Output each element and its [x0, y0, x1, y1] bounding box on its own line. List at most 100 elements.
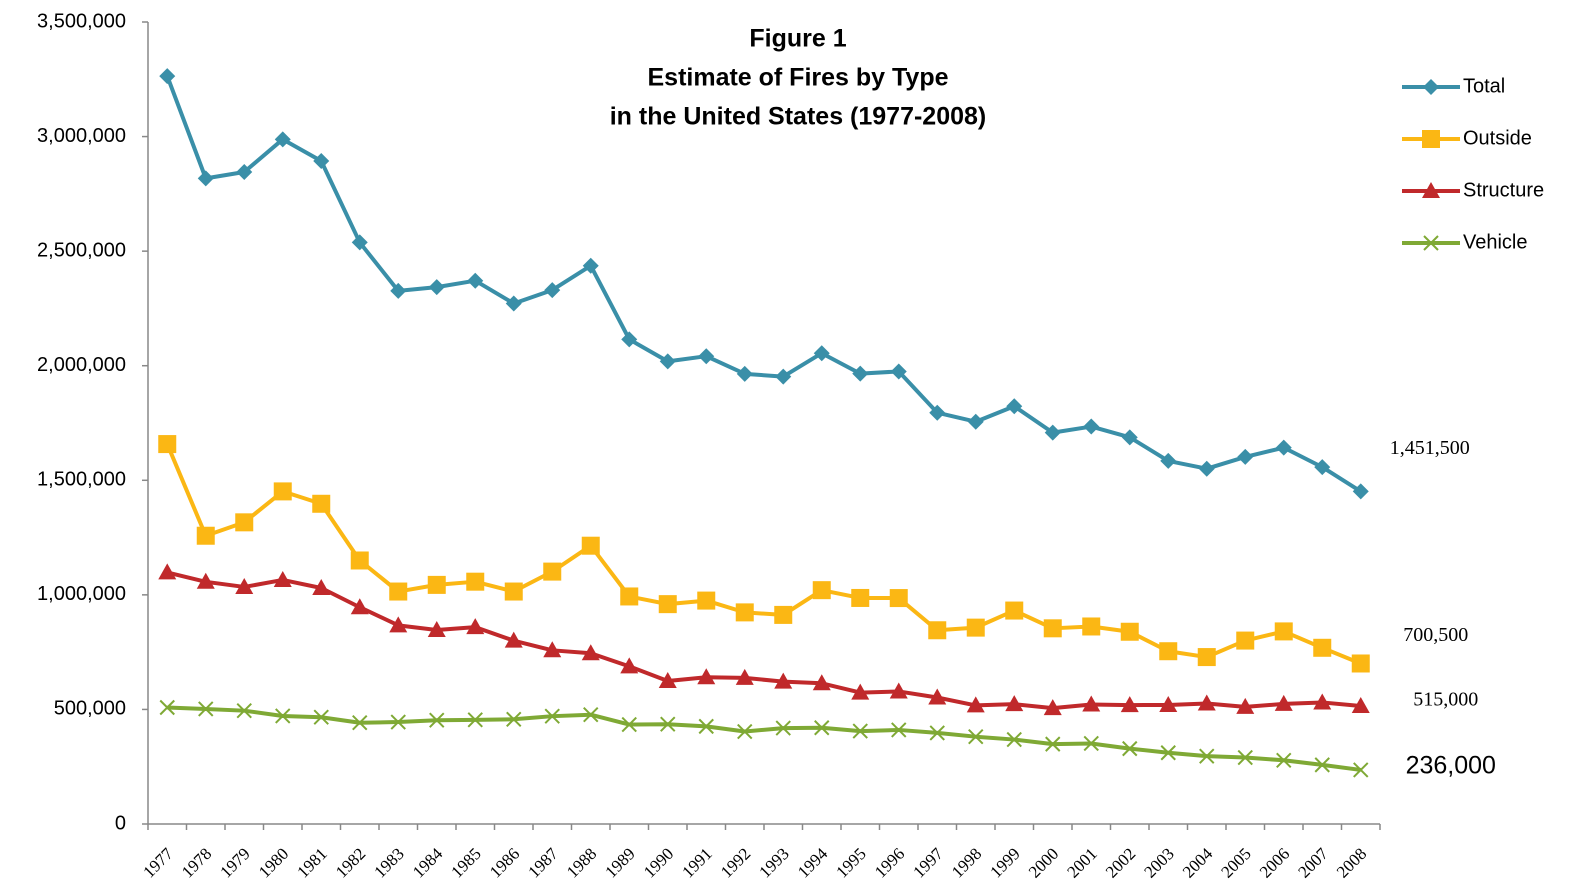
data-point	[236, 163, 253, 180]
data-point	[890, 363, 907, 380]
x-tick-label: 1994	[794, 844, 832, 882]
data-point	[312, 578, 331, 595]
data-point	[236, 702, 252, 719]
data-point	[390, 714, 406, 730]
data-point	[851, 683, 870, 700]
x-tick-label: 1999	[986, 844, 1023, 881]
data-point	[389, 582, 408, 601]
y-tick-label: 2,500,000	[37, 239, 126, 261]
data-point	[505, 295, 522, 312]
series-line	[166, 570, 1361, 711]
data-point	[621, 716, 637, 733]
data-point	[891, 722, 907, 738]
x-tick-label: 2001	[1063, 844, 1100, 881]
data-point	[928, 688, 947, 705]
data-point	[1159, 695, 1178, 712]
data-point	[273, 570, 292, 587]
data-point	[698, 348, 715, 365]
chart-title: Figure 1	[749, 25, 846, 53]
data-point	[429, 712, 445, 728]
data-point	[1314, 757, 1330, 773]
data-point	[158, 435, 177, 454]
x-tick-label: 1987	[524, 844, 562, 882]
data-point	[697, 668, 716, 685]
data-point	[159, 699, 175, 716]
x-tick-label: 1993	[755, 844, 792, 881]
data-point	[1313, 693, 1332, 710]
y-tick-label: 3,000,000	[37, 125, 126, 147]
legend-label: Outside	[1463, 127, 1532, 149]
data-point	[1121, 429, 1138, 446]
data-point	[428, 279, 445, 296]
data-point	[1082, 617, 1101, 636]
data-point	[581, 644, 600, 661]
data-point	[621, 331, 638, 348]
x-tick-label: 1990	[640, 844, 677, 881]
data-point	[775, 368, 792, 385]
data-point	[660, 716, 676, 732]
data-point	[1043, 619, 1062, 638]
x-tick-label: 1977	[139, 844, 177, 882]
y-tick-label: 500,000	[54, 698, 126, 720]
y-tick-label: 1,000,000	[37, 583, 126, 605]
data-point	[583, 706, 599, 723]
data-point	[1082, 695, 1101, 712]
data-point	[929, 404, 946, 421]
data-point	[966, 696, 985, 713]
chart-title: in the United States (1977-2008)	[610, 103, 987, 131]
data-point	[812, 674, 831, 691]
data-point	[735, 668, 754, 685]
data-point	[158, 563, 177, 580]
x-tick-label: 1978	[178, 844, 215, 881]
x-tick-label: 1992	[717, 844, 754, 881]
x-tick-label: 1988	[563, 844, 600, 881]
chart-title: Estimate of Fires by Type	[647, 64, 948, 92]
data-point	[312, 494, 331, 513]
data-point	[1120, 622, 1139, 641]
data-point	[1159, 642, 1178, 661]
data-point	[427, 575, 446, 594]
data-point	[774, 672, 793, 689]
data-point	[1275, 439, 1292, 456]
data-point	[1352, 483, 1369, 500]
data-point	[620, 657, 639, 674]
x-tick-label: 1980	[255, 844, 292, 881]
x-tick-label: 1981	[293, 844, 330, 881]
data-point	[544, 708, 560, 724]
x-tick-label: 2002	[1102, 844, 1139, 881]
data-point	[467, 712, 483, 728]
data-point	[466, 572, 485, 591]
data-point	[852, 365, 869, 382]
data-point	[581, 536, 600, 555]
data-point	[197, 170, 214, 187]
data-point	[1160, 745, 1176, 761]
data-point	[313, 709, 329, 725]
data-point	[1274, 694, 1293, 711]
x-tick-label: 2008	[1333, 844, 1370, 881]
legend-label: Vehicle	[1463, 231, 1528, 253]
data-point	[1237, 448, 1254, 465]
value-label: 515,000	[1413, 689, 1478, 711]
data-point	[467, 272, 484, 289]
data-point	[506, 711, 522, 727]
data-point	[1314, 459, 1331, 476]
legend-marker	[1423, 235, 1439, 251]
data-point	[658, 595, 677, 614]
x-tick-label: 1979	[216, 844, 253, 881]
data-point	[1005, 695, 1024, 712]
data-point	[1197, 648, 1216, 667]
data-point	[1351, 696, 1370, 713]
data-point	[544, 282, 561, 299]
data-point	[1120, 696, 1139, 713]
data-point	[351, 234, 368, 251]
data-point	[1236, 697, 1255, 714]
legend-label: Structure	[1463, 179, 1544, 201]
data-point	[966, 618, 985, 637]
value-label: 236,000	[1406, 752, 1496, 780]
data-point	[929, 725, 945, 741]
data-point	[235, 577, 254, 594]
data-point	[389, 616, 408, 633]
data-point	[852, 723, 868, 739]
x-tick-label: 1986	[486, 844, 523, 881]
data-point	[813, 345, 830, 362]
